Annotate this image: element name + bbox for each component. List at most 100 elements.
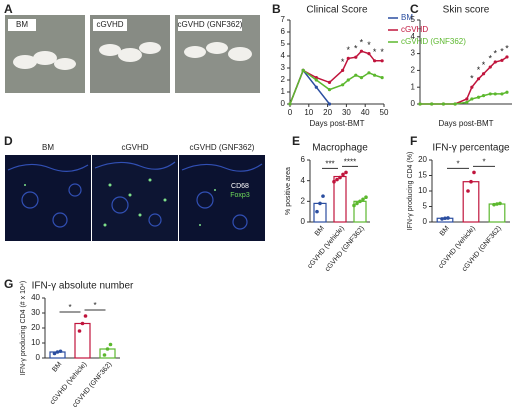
y-tick-label: 10 xyxy=(418,186,427,195)
data-point xyxy=(373,73,377,77)
data-point xyxy=(327,102,332,106)
y-tick-label: 4 xyxy=(301,176,306,185)
data-point xyxy=(380,59,384,63)
y-axis-label: IFN-γ producing CD4 (%) xyxy=(407,152,414,231)
series-line xyxy=(420,56,508,105)
y-tick-label: 3 xyxy=(281,63,286,72)
data-point xyxy=(341,68,345,72)
panel-letter: C xyxy=(410,2,419,16)
data-point xyxy=(102,353,107,357)
panel-letter: G xyxy=(4,277,13,291)
photo-label: cGVHD xyxy=(96,20,123,29)
data-point xyxy=(440,217,444,221)
y-tick-label: 6 xyxy=(281,27,286,36)
chart-title: IFN-γ absolute number xyxy=(32,281,134,292)
data-point xyxy=(335,177,339,182)
y-tick-label: 6 xyxy=(301,155,306,164)
data-point xyxy=(358,199,362,204)
data-point xyxy=(453,102,457,106)
y-axis-label: % positive area xyxy=(285,167,292,215)
significance: * xyxy=(505,43,509,53)
chart-title: Macrophage xyxy=(312,143,368,154)
data-point xyxy=(488,92,492,96)
stain-dots xyxy=(24,178,216,227)
y-tick-label: 0 xyxy=(411,99,416,108)
data-point xyxy=(361,197,365,202)
panel-letter: F xyxy=(410,134,417,148)
significance: **** xyxy=(344,158,356,167)
data-point xyxy=(498,201,502,206)
data-point xyxy=(332,179,336,184)
data-point xyxy=(359,76,364,80)
significance: * xyxy=(494,48,498,58)
micrograph xyxy=(179,155,265,241)
significance: * xyxy=(341,57,345,67)
panel-letter: B xyxy=(272,2,281,16)
data-point xyxy=(446,216,450,220)
data-point xyxy=(500,58,504,62)
data-point xyxy=(359,49,364,53)
data-point xyxy=(500,92,504,96)
data-point xyxy=(301,68,305,72)
data-point xyxy=(327,88,332,92)
mice xyxy=(13,42,252,70)
data-point xyxy=(493,92,497,96)
x-tick-label: BM xyxy=(51,361,63,374)
data-point xyxy=(341,83,345,87)
data-point xyxy=(80,321,85,326)
y-tick-label: 1 xyxy=(281,87,286,96)
series-line xyxy=(289,50,383,105)
data-point xyxy=(327,80,332,84)
data-point xyxy=(488,65,492,69)
data-point xyxy=(338,175,342,180)
y-tick-label: 2 xyxy=(411,66,416,75)
data-point xyxy=(481,72,486,76)
data-point xyxy=(505,90,509,94)
micrograph xyxy=(5,155,91,241)
data-point xyxy=(476,77,481,81)
bar xyxy=(488,203,506,223)
significance: * xyxy=(470,74,474,84)
data-point xyxy=(465,97,469,101)
x-tick-label: 40 xyxy=(361,108,370,117)
x-tick-label: BM xyxy=(439,225,451,238)
data-point xyxy=(344,170,348,175)
micrograph-label: cGVHD xyxy=(121,143,148,152)
data-point xyxy=(470,85,474,89)
data-point xyxy=(443,216,447,221)
y-tick-label: 20 xyxy=(31,323,40,332)
y-tick-label: 0 xyxy=(281,99,286,108)
micrograph-label: cGVHD (GNF362) xyxy=(190,143,255,152)
x-axis-label: Days post-BMT xyxy=(309,119,364,128)
y-tick-label: 5 xyxy=(281,39,286,48)
x-tick-label: 30 xyxy=(342,108,351,117)
y-tick-label: 1 xyxy=(411,82,416,91)
data-point xyxy=(55,350,60,354)
legend-label: cGVHD xyxy=(401,25,428,34)
y-tick-label: 5 xyxy=(423,202,428,211)
photo-label-box xyxy=(8,19,36,31)
significance: * xyxy=(373,47,377,57)
bar xyxy=(74,322,91,359)
significance: * xyxy=(93,301,96,310)
y-tick-label: 7 xyxy=(281,15,286,24)
data-point xyxy=(367,71,371,75)
significance: * xyxy=(380,47,384,57)
significance: * xyxy=(477,65,481,75)
data-point xyxy=(469,179,473,184)
chart-title: IFN-γ percentage xyxy=(432,143,510,154)
bar xyxy=(462,181,480,223)
data-point xyxy=(476,95,481,99)
photo-label: BM xyxy=(16,20,28,29)
y-tick-label: 4 xyxy=(411,32,416,41)
data-point xyxy=(354,55,358,59)
data-point xyxy=(346,56,350,61)
y-tick-label: 0 xyxy=(423,217,428,226)
significance: * xyxy=(68,303,71,312)
data-point xyxy=(318,201,322,206)
x-tick-label: 50 xyxy=(380,108,389,117)
y-tick-label: 40 xyxy=(31,293,40,302)
y-tick-label: 4 xyxy=(281,51,286,60)
y-tick-label: 0 xyxy=(301,217,306,226)
